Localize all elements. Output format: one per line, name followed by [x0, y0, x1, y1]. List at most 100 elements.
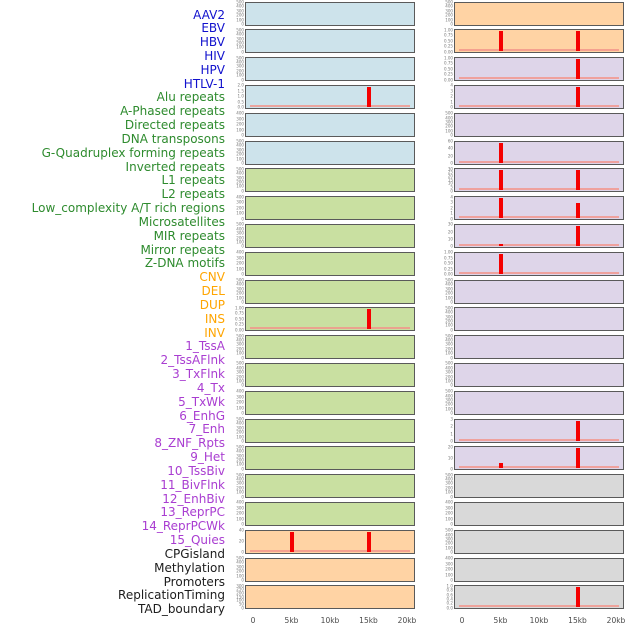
- y-axis-tick-label: 300: [445, 505, 453, 511]
- track-label-del: DEL: [201, 284, 225, 299]
- y-axis-tick-label: 0.8: [446, 588, 453, 593]
- y-axis-tick-label: 60: [447, 138, 453, 144]
- y-axis-tick-label: 0: [241, 550, 244, 555]
- peak-bar: [575, 448, 580, 469]
- y-axis-tick-label: 1.5: [237, 88, 244, 94]
- y-axis-tick-label: 400: [236, 32, 244, 37]
- y-axis-tick-label: 1.00: [443, 250, 453, 255]
- track-label-dna-transposons: DNA transposons: [121, 131, 226, 146]
- y-axis-tick-label: 0: [450, 438, 453, 444]
- y-axis-tick-label: 100: [445, 295, 453, 301]
- x-axis-tick-label: 0: [250, 616, 256, 625]
- y-axis-tick-label: 0.0: [446, 605, 453, 611]
- y-axis-tick-label: 1.00: [443, 27, 453, 33]
- track-label-10-tssbiv: 10_TssBiv: [167, 463, 225, 478]
- y-axis-tick-label: 500: [445, 333, 453, 339]
- y-axis-tick-label: 200: [236, 122, 244, 127]
- y-axis-tick-label: 200: [236, 235, 244, 241]
- track-label-cpgisland: CPGisland: [164, 546, 225, 561]
- track-panel-mir-repeats: 500 400 300 200 100 0: [236, 445, 415, 471]
- y-axis-tick-label: 50: [238, 602, 244, 607]
- y-axis-tick-label: 100: [236, 434, 244, 440]
- track-panel-inverted-repeats: 1.00 0.75 0.50 0.25 0.00: [235, 306, 415, 332]
- y-axis-tick-label: 100: [445, 323, 453, 328]
- track-panel-ins: 500 400 300 200 100 0: [445, 0, 624, 26]
- y-axis-tick-label: 1: [450, 210, 453, 216]
- track-panel-8-znf-rpts: 1.00 0.75 0.50 0.25 0.00: [444, 250, 624, 276]
- y-axis-tick-label: 100: [445, 17, 453, 23]
- zero-baseline: [250, 549, 410, 552]
- y-axis-tick-label: 200: [236, 13, 244, 18]
- y-axis-tick-label: 0.5: [237, 99, 244, 105]
- track-label-15-quies: 15_Quies: [169, 533, 225, 548]
- y-axis-tick-label: 400: [445, 310, 453, 315]
- y-axis-tick-label: 300: [445, 8, 453, 14]
- y-axis-tick-label: 0: [450, 355, 453, 361]
- peak-bar: [575, 587, 580, 608]
- y-axis-tick-label: 400: [236, 4, 244, 9]
- track-panel-cpgisland: 500 400 300 200 100 0: [445, 473, 624, 499]
- y-axis-tick-label: 400: [445, 393, 453, 399]
- y-axis-tick-label: 0: [241, 160, 244, 166]
- y-axis-tick-label: 200: [236, 457, 244, 463]
- y-axis-tick-label: 500: [445, 277, 453, 283]
- zero-baseline: [250, 104, 410, 107]
- y-axis-tick-label: 300: [445, 119, 453, 125]
- y-axis-tick-label: 0: [450, 244, 453, 249]
- zero-baseline: [459, 160, 619, 163]
- y-axis-tick-label: 200: [236, 346, 244, 352]
- peak-bar: [575, 86, 580, 107]
- zero-baseline: [459, 216, 619, 219]
- zero-baseline: [459, 438, 619, 441]
- y-axis-tick-label: 0: [450, 216, 453, 222]
- y-axis-tick-label: 20: [447, 444, 453, 450]
- track-panel-aav2: 500 400 300 200 100 0: [236, 0, 415, 26]
- track-panel-promoters: 500 400 300 200 100 0: [445, 528, 624, 554]
- y-axis-tick-label: 200: [236, 68, 244, 74]
- track-panel-hpv: 400 300 200 100 0: [236, 111, 415, 137]
- y-axis-tick-label: 100: [445, 128, 453, 134]
- y-axis-tick-label: 400: [445, 4, 453, 9]
- y-axis-tick-label: 25: [447, 170, 453, 175]
- peak-bar: [575, 31, 580, 52]
- y-axis-tick-label: 100: [445, 572, 453, 578]
- y-axis-tick-label: 500: [236, 55, 244, 61]
- track-panel-a-phased-repeats: 400 300 200 100 0: [236, 195, 415, 221]
- track-label-2-tssaflnk: 2_TssAFlnk: [160, 353, 225, 368]
- y-axis-tick-label: 2.0: [237, 83, 244, 88]
- peak-bar: [575, 59, 580, 80]
- y-axis-tick-label: 200: [236, 569, 244, 574]
- y-axis-tick-label: 500: [445, 389, 453, 394]
- x-axis-tick-label: 5kb: [284, 616, 299, 625]
- y-axis-tick-label: 300: [445, 314, 453, 320]
- y-axis-tick-label: 40: [238, 528, 244, 533]
- y-axis-tick-label: 0: [450, 160, 453, 166]
- track-label-hbv: HBV: [199, 35, 225, 50]
- y-axis-tick-label: 0: [241, 577, 244, 583]
- track-panel-g-quadruplex-forming-repeats: 500 400 300 200 100 0: [236, 278, 415, 304]
- track-panel-htlv-1: 500 400 300 200 100 0: [236, 139, 415, 165]
- y-axis-tick-label: 0.00: [234, 327, 244, 333]
- y-axis-tick-label: 500: [445, 472, 453, 478]
- y-axis-tick-label: 0: [241, 272, 244, 277]
- track-label-mirror-repeats: Mirror repeats: [140, 242, 225, 257]
- track-label-cnv: CNV: [199, 270, 225, 285]
- y-axis-tick-label: 300: [236, 394, 244, 400]
- y-axis-tick-label: 400: [236, 226, 244, 232]
- y-axis-tick-label: 0: [450, 383, 453, 388]
- track-panel-mirror-repeats: 500 400 300 200 100 0: [236, 473, 415, 499]
- track-label-12-enhbiv: 12_EnhBiv: [162, 491, 225, 506]
- y-axis-tick-label: 0: [450, 21, 453, 27]
- y-axis-tick-label: 0.00: [443, 77, 453, 83]
- y-axis-tick-label: 0: [450, 494, 453, 500]
- track-label-14-reprpcwk: 14_ReprPCWk: [141, 519, 225, 534]
- y-axis-tick-label: 0.50: [443, 261, 453, 266]
- track-label-inv: INV: [204, 325, 225, 340]
- y-axis-tick-label: 200: [445, 541, 453, 546]
- zero-baseline: [250, 327, 410, 330]
- y-axis-tick-label: 0: [241, 299, 244, 305]
- x-axis-tick-label: 15kb: [568, 616, 587, 625]
